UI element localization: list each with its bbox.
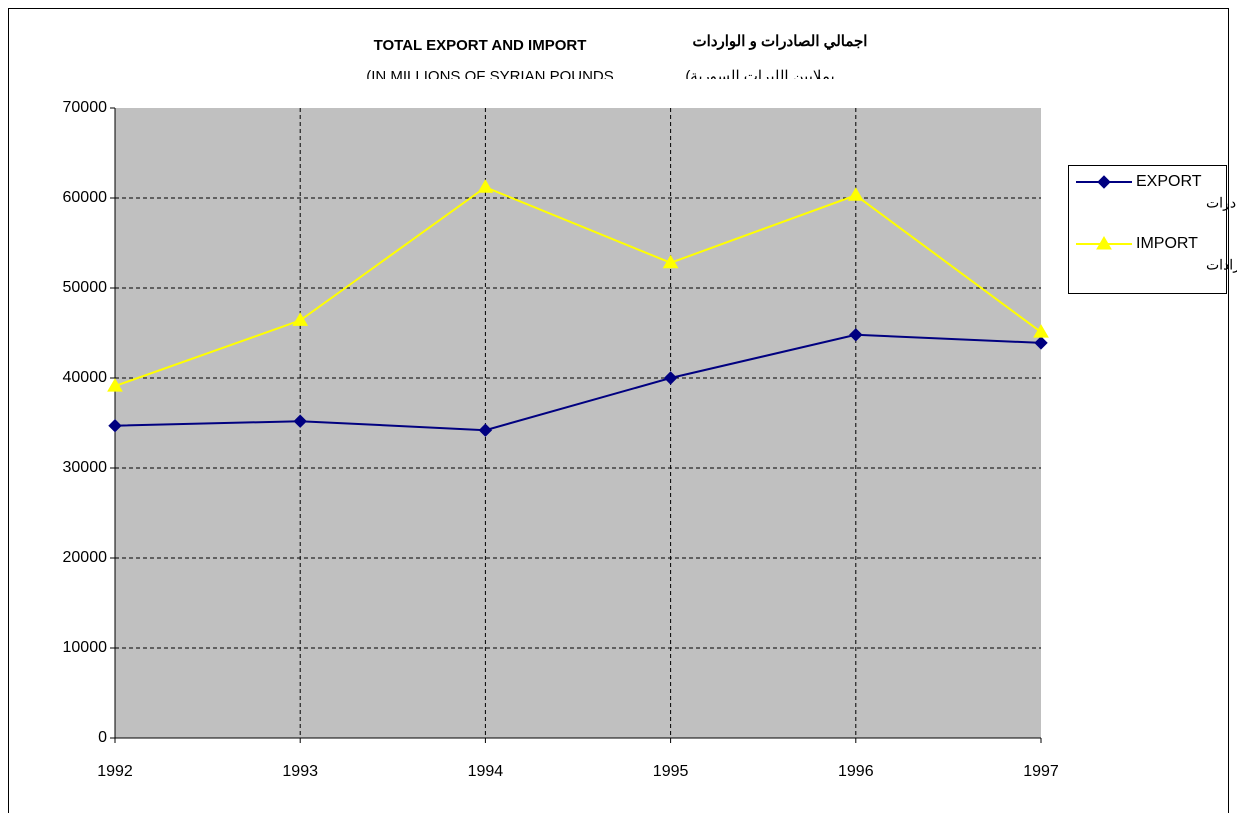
x-tick-label: 1996 [838, 763, 874, 780]
marker [663, 371, 678, 385]
marker [849, 328, 863, 342]
marker [107, 378, 123, 392]
y-tick-label: 40000 [63, 369, 108, 386]
chart-subtitle-ar: بملايين الليرات السورية) [685, 68, 834, 85]
marker [1034, 336, 1048, 350]
legend-label-ar: الاستيرادات [1206, 257, 1237, 274]
marker [662, 254, 679, 269]
y-tick-label: 20000 [63, 549, 108, 566]
chart-title: TOTAL EXPORT AND IMPORT [374, 37, 587, 54]
marker [292, 312, 309, 326]
x-tick-label: 1992 [97, 763, 133, 780]
chart-subtitle: (IN MILLIONS OF SYRIAN POUNDS [366, 68, 614, 85]
x-tick-label: 1995 [653, 763, 689, 780]
marker [1096, 236, 1112, 250]
legend-label-ar: الصادرات [1206, 195, 1237, 212]
legend-label: IMPORT [1136, 235, 1198, 252]
y-tick-label: 60000 [63, 189, 108, 206]
x-tick-label: 1994 [468, 763, 504, 780]
x-tick-label: 1997 [1023, 763, 1059, 780]
marker [293, 414, 307, 428]
y-tick-label: 70000 [63, 99, 108, 116]
y-tick-label: 50000 [63, 279, 108, 296]
plot-area [115, 108, 1041, 738]
marker [1033, 324, 1049, 338]
series-line [114, 186, 1042, 388]
y-tick-label: 0 [98, 729, 107, 746]
x-tick-label: 1993 [282, 763, 318, 780]
marker [1097, 175, 1111, 189]
y-tick-label: 10000 [63, 639, 108, 656]
marker [478, 423, 493, 437]
marker [477, 179, 494, 193]
marker [847, 187, 864, 201]
series-line [114, 333, 1042, 432]
marker [108, 418, 122, 433]
legend-label: EXPORT [1136, 173, 1202, 190]
subtitle-group: (IN MILLIONS OF SYRIAN POUNDS بملايين ال… [366, 68, 834, 85]
y-tick-label: 30000 [63, 459, 108, 476]
chart-title-ar: اجمالي الصادرات و الواردات [693, 33, 868, 51]
legend-box [1068, 165, 1227, 294]
